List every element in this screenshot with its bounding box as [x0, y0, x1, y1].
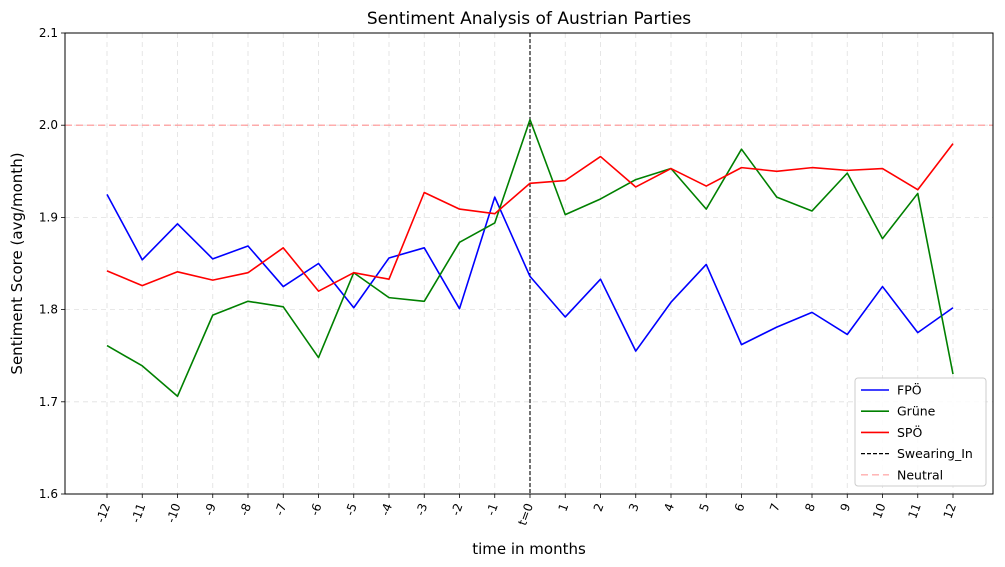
y-axis-ticks: 1.6 1.7 1.8 1.9 2.0 2.1 — [39, 26, 65, 501]
x-tick-label: -5 — [343, 501, 360, 517]
x-tick-label: 10 — [870, 501, 888, 520]
series-lines — [106, 118, 954, 398]
x-tick-label: 3 — [626, 501, 642, 513]
grid-lines — [65, 32, 993, 495]
x-tick-label: 5 — [697, 501, 713, 513]
x-tick-label: 7 — [767, 501, 783, 513]
x-tick-label: 4 — [661, 501, 677, 513]
x-tick-label: 12 — [941, 501, 959, 520]
y-tick-label: 2.1 — [39, 26, 58, 40]
x-tick-label: -9 — [202, 501, 219, 517]
x-tick-label: t=0 — [515, 501, 536, 527]
y-tick-label: 1.6 — [39, 487, 58, 501]
x-tick-label: -2 — [448, 501, 465, 517]
x-tick-label: -3 — [413, 501, 430, 517]
x-axis-label: time in months — [472, 540, 586, 558]
y-axis-label: Sentiment Score (avg/month) — [8, 152, 26, 374]
x-tick-label: -4 — [378, 501, 395, 517]
legend-label: SPÖ — [897, 424, 922, 440]
x-tick-label: -1 — [484, 501, 501, 517]
plot-frame — [64, 32, 994, 495]
x-tick-label: 6 — [732, 501, 748, 513]
x-tick-label: 11 — [905, 501, 923, 520]
legend-box — [854, 377, 987, 487]
series-line-fpoe — [106, 193, 954, 352]
x-axis-ticks: -12 -11 -10 -9 -8 -7 -6 -5 -4 -3 -2 -1 t=0 1 2 3 4 5 6 7 8 9 1… — [93, 494, 959, 527]
x-tick-label: 8 — [802, 501, 818, 513]
y-tick-label: 1.9 — [39, 210, 58, 224]
legend-label: FPÖ — [897, 382, 922, 398]
x-tick-label: -7 — [272, 501, 289, 517]
series-line-spoe — [106, 143, 954, 292]
series-line-gruene — [106, 118, 954, 398]
x-tick-label: 1 — [556, 501, 572, 513]
x-tick-label: -10 — [164, 501, 184, 524]
legend-label: Grüne — [897, 404, 936, 419]
x-tick-label: 9 — [838, 501, 854, 513]
y-tick-label: 1.7 — [39, 395, 58, 409]
x-tick-label: -11 — [128, 501, 148, 524]
chart-title: Sentiment Analysis of Austrian Parties — [367, 9, 691, 29]
x-tick-label: -6 — [307, 501, 324, 517]
legend: FPÖ Grüne SPÖ Swearing_In Neutral — [854, 377, 987, 487]
legend-label: Swearing_In — [897, 446, 973, 461]
y-tick-label: 1.8 — [39, 303, 58, 317]
x-tick-label: -8 — [237, 501, 254, 517]
y-tick-label: 2.0 — [39, 118, 58, 132]
legend-label: Neutral — [897, 467, 943, 482]
x-tick-label: 2 — [591, 501, 607, 513]
x-tick-label: -12 — [93, 501, 113, 524]
